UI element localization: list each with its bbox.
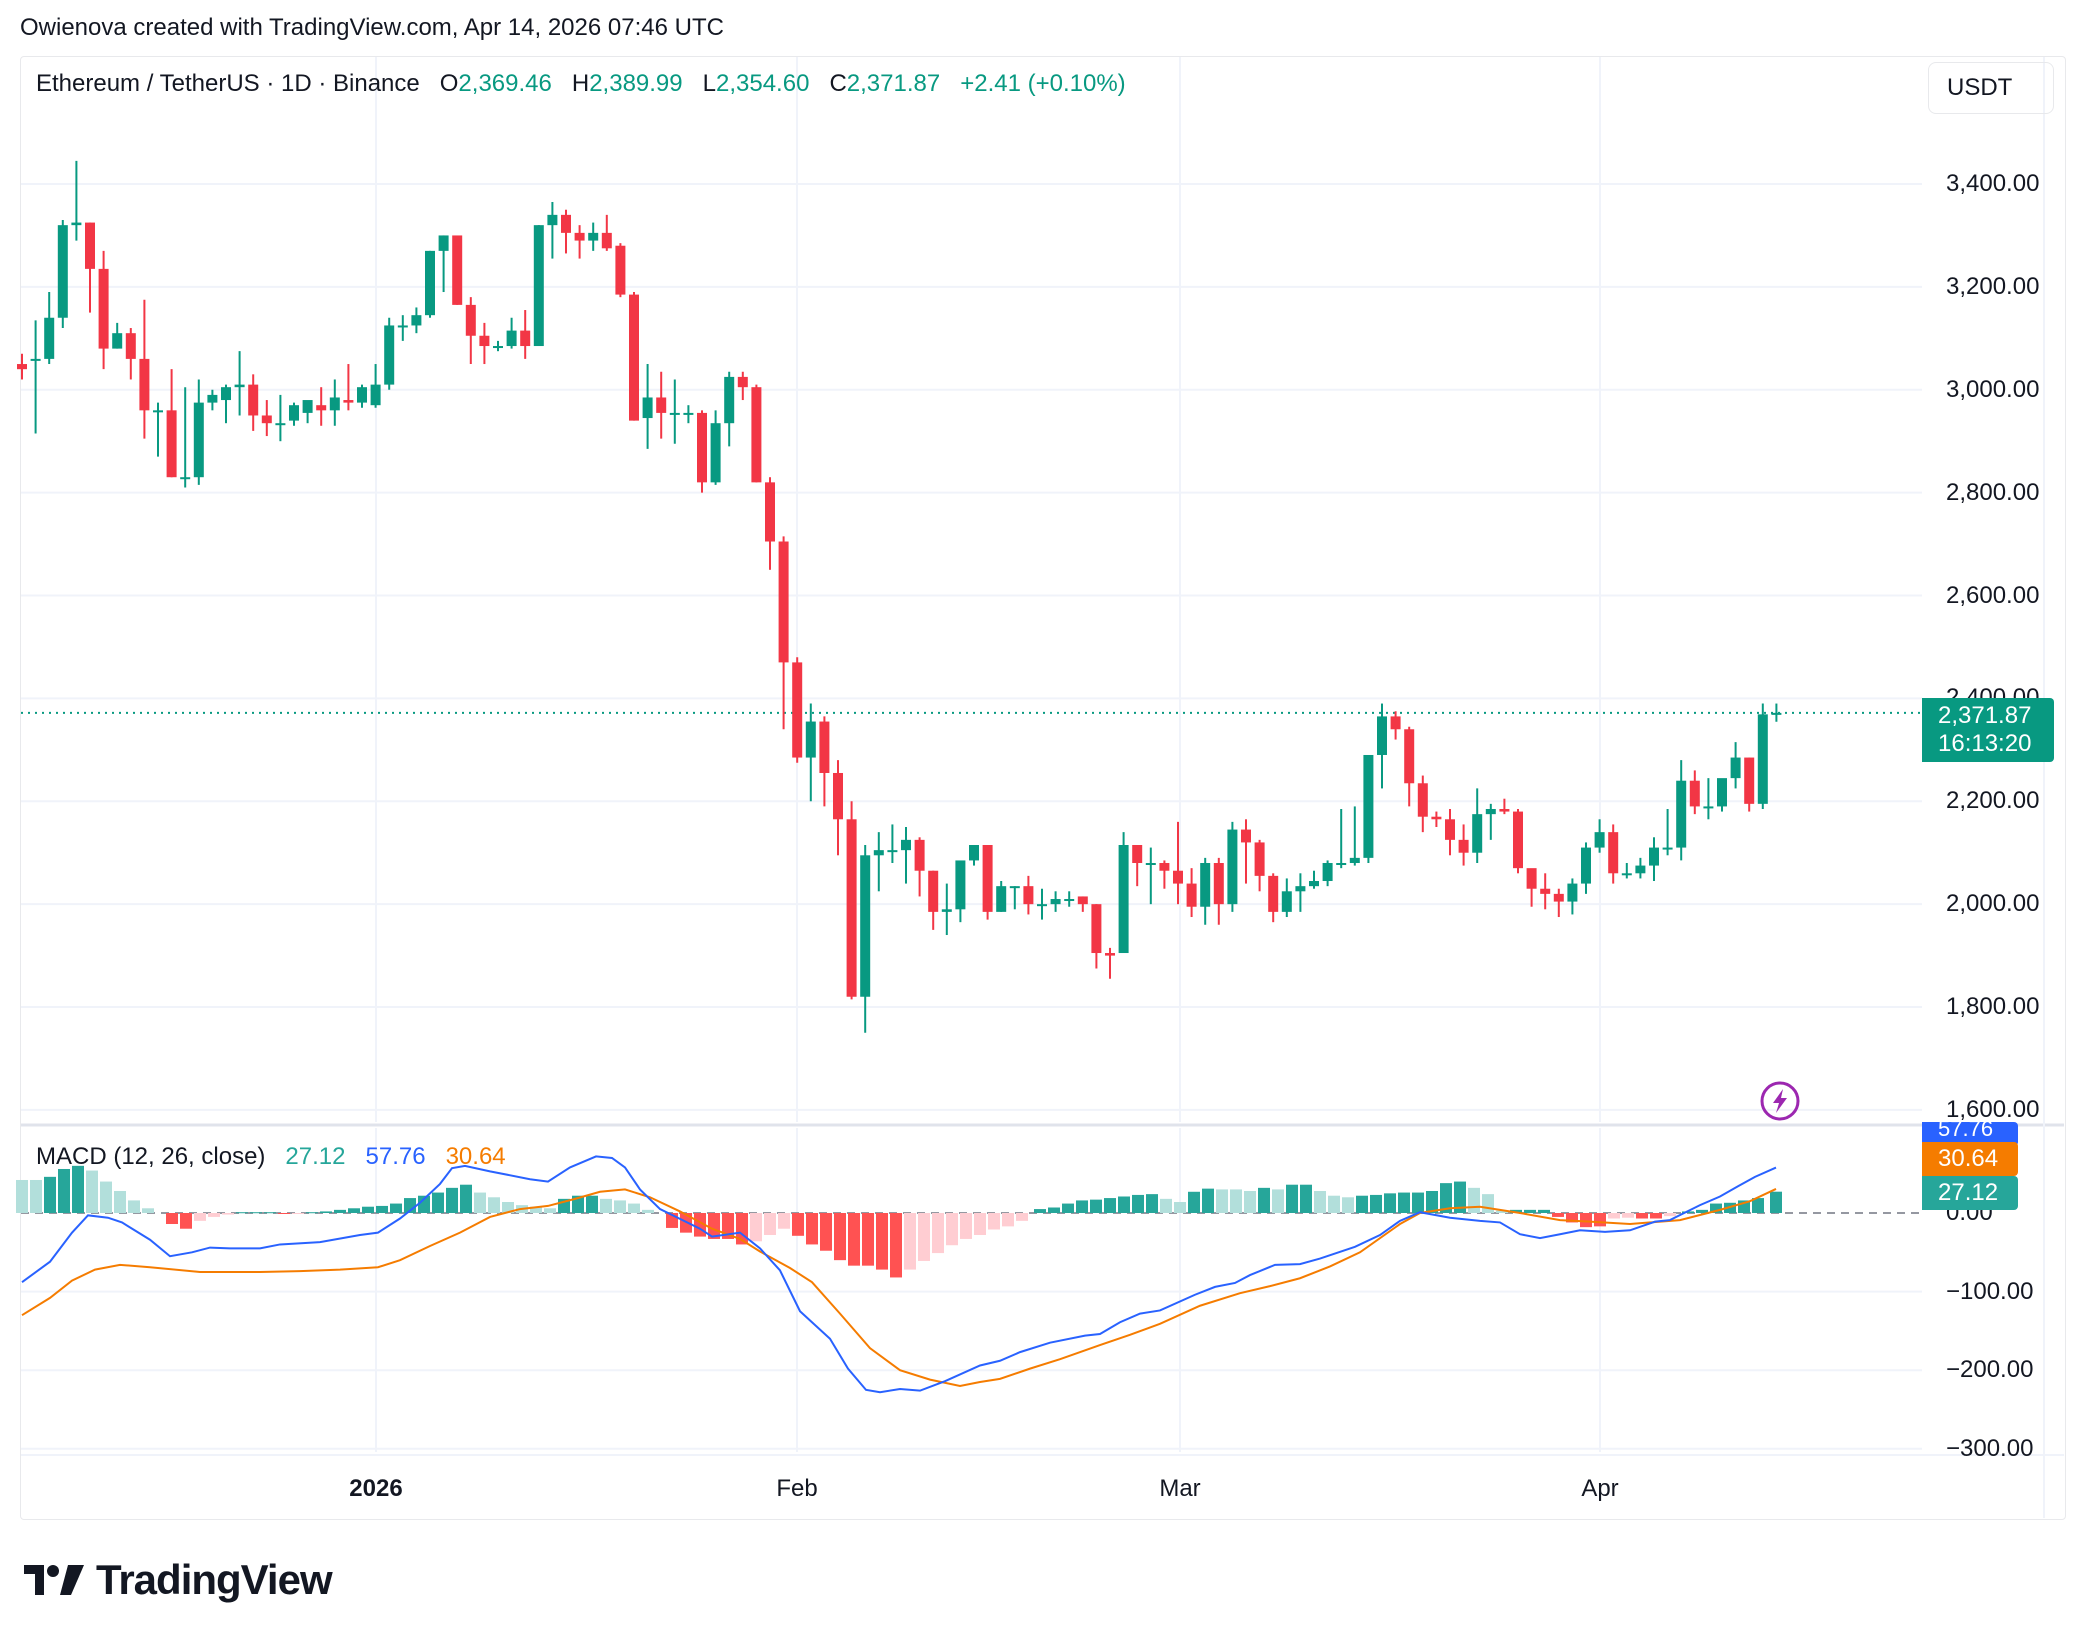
signal-line-tag: 30.64 bbox=[1922, 1142, 2018, 1176]
price-tick-label: 2,600.00 bbox=[1946, 581, 2040, 609]
price-tick-label: 1,600.00 bbox=[1946, 1095, 2040, 1123]
time-tick-label: Feb bbox=[776, 1475, 818, 1502]
bar-countdown: 16:13:20 bbox=[1938, 730, 2032, 757]
last-price-tag: 2,371.87 16:13:20 bbox=[1922, 698, 2054, 762]
price-tick-label: 1,800.00 bbox=[1946, 993, 2040, 1021]
high-label: H bbox=[571, 70, 590, 97]
macd-title[interactable]: MACD (12, 26, close) bbox=[36, 1143, 266, 1170]
tradingview-logo[interactable]: TradingView bbox=[24, 1556, 333, 1604]
time-tick-label: 2026 bbox=[349, 1475, 403, 1502]
price-tick-label: 3,000.00 bbox=[1946, 375, 2040, 403]
price-tick-label: 2,000.00 bbox=[1946, 890, 2040, 918]
time-tick-label: Mar bbox=[1159, 1475, 1201, 1502]
macd-signal-value: 30.64 bbox=[445, 1143, 506, 1170]
low-label: L bbox=[702, 70, 716, 97]
low-value: 2,354.60 bbox=[716, 70, 810, 97]
change-value: +2.41 (+0.10%) bbox=[960, 70, 1126, 97]
close-value: 2,371.87 bbox=[846, 70, 941, 97]
alert-lightning-icon[interactable] bbox=[1760, 1081, 1800, 1121]
symbol-title[interactable]: Ethereum / TetherUS · 1D · Binance bbox=[36, 70, 420, 97]
chart-credit: Owienova created with TradingView.com, A… bbox=[20, 14, 724, 41]
macd-tick-label: −200.00 bbox=[1946, 1356, 2034, 1384]
time-tick-label: Apr bbox=[1581, 1475, 1619, 1502]
close-label: C bbox=[829, 70, 847, 97]
symbol-legend: Ethereum / TetherUS · 1D · Binance O2,36… bbox=[36, 70, 1126, 98]
histogram-tag: 27.12 bbox=[1922, 1176, 2018, 1210]
price-tick-label: 3,400.00 bbox=[1946, 170, 2040, 197]
open-value: 2,369.46 bbox=[458, 70, 552, 97]
tradingview-logo-text: TradingView bbox=[96, 1556, 333, 1603]
chart-frame bbox=[20, 56, 2066, 1520]
last-price-value: 2,371.87 bbox=[1938, 702, 2032, 729]
price-tick-label: 2,800.00 bbox=[1946, 478, 2040, 506]
price-tick-label: 2,200.00 bbox=[1946, 787, 2040, 815]
price-tick-label: 3,200.00 bbox=[1946, 272, 2040, 300]
macd-histogram-value: 27.12 bbox=[285, 1143, 346, 1170]
open-label: O bbox=[439, 70, 459, 97]
macd-legend: MACD (12, 26, close) 27.12 57.76 30.64 bbox=[36, 1143, 506, 1171]
currency-unit-button[interactable]: USDT bbox=[1928, 62, 2054, 114]
high-value: 2,389.99 bbox=[589, 70, 683, 97]
macd-tick-label: −100.00 bbox=[1946, 1277, 2034, 1305]
macd-tick-label: −300.00 bbox=[1946, 1434, 2034, 1462]
macd-line-value: 57.76 bbox=[365, 1143, 426, 1170]
tradingview-logo-icon bbox=[24, 1565, 84, 1595]
